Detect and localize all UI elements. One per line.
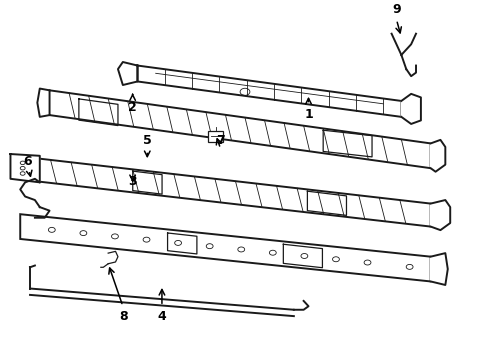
Polygon shape <box>431 200 450 230</box>
Text: 8: 8 <box>119 310 128 323</box>
Polygon shape <box>20 214 431 282</box>
Text: 3: 3 <box>128 175 137 188</box>
Polygon shape <box>401 94 421 124</box>
Text: 5: 5 <box>143 134 151 147</box>
Text: 7: 7 <box>216 134 225 147</box>
Polygon shape <box>30 158 431 226</box>
Text: 9: 9 <box>392 3 401 16</box>
Polygon shape <box>138 66 401 117</box>
Polygon shape <box>10 154 40 183</box>
Text: 2: 2 <box>128 101 137 114</box>
Polygon shape <box>431 253 448 285</box>
Polygon shape <box>208 131 223 141</box>
Text: 6: 6 <box>23 155 32 168</box>
Text: 1: 1 <box>304 108 313 121</box>
Polygon shape <box>431 140 445 172</box>
Text: 4: 4 <box>158 310 166 323</box>
Polygon shape <box>49 90 431 168</box>
